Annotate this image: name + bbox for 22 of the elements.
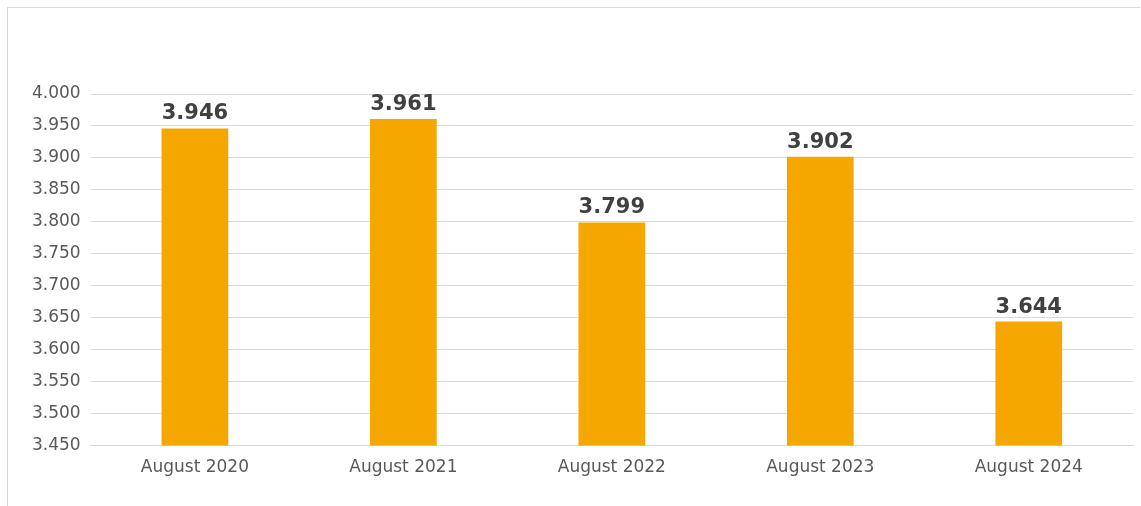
y-tick-label: 3.950 [32, 114, 81, 135]
y-tick-label: 4.000 [32, 82, 81, 103]
y-tick-label: 3.750 [32, 242, 81, 263]
data-label: 3.644 [995, 293, 1062, 318]
x-tick-label: August 2024 [974, 456, 1083, 477]
y-tick-label: 3.800 [32, 210, 81, 231]
data-label: 3.799 [578, 194, 646, 219]
x-tick-label: August 2023 [766, 456, 875, 477]
y-tick-label: 3.600 [32, 338, 81, 359]
y-tick-label: 3.650 [32, 306, 81, 327]
y-tick-label: 3.550 [32, 370, 81, 391]
y-tick-label: 3.500 [32, 402, 81, 423]
y-tick-label: 3.700 [32, 274, 81, 295]
y-tick-label: 3.450 [32, 434, 81, 455]
data-label: 3.946 [161, 100, 229, 125]
x-tick-label: August 2021 [349, 456, 458, 477]
x-tick-label: August 2022 [557, 456, 666, 477]
data-label: 3.961 [370, 90, 437, 115]
data-label: 3.902 [787, 128, 854, 153]
x-tick-label: August 2020 [140, 456, 249, 477]
y-tick-label: 3.900 [32, 146, 81, 167]
y-tick-label: 3.850 [32, 178, 81, 199]
